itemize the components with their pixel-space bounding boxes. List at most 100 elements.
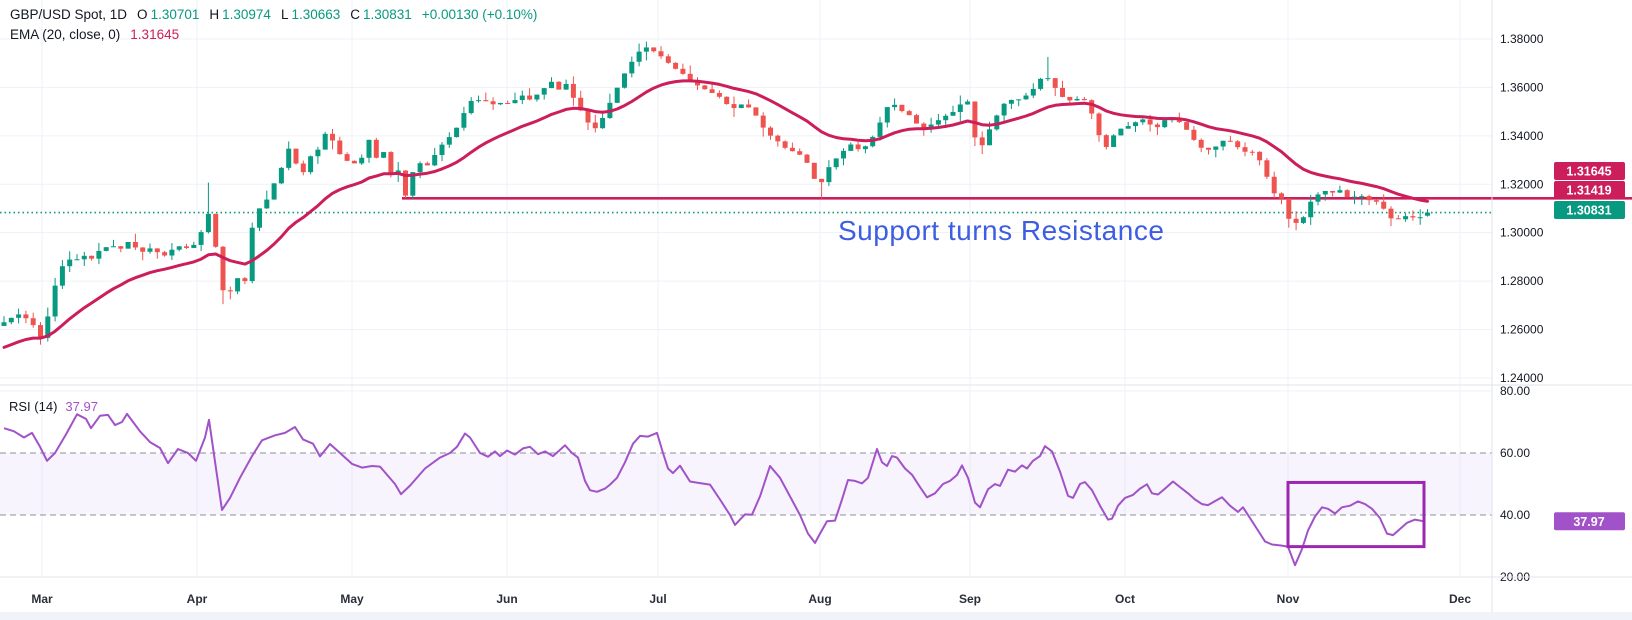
candle-body <box>1191 129 1197 140</box>
candle-body <box>111 246 116 248</box>
candle-body <box>1118 128 1124 136</box>
price-badge-1.30831: 1.30831 <box>1554 201 1625 219</box>
candle-body <box>198 232 204 245</box>
candle-body <box>914 115 919 124</box>
candle-body <box>512 100 518 104</box>
candle-body <box>1322 190 1328 195</box>
close-label: C <box>350 7 361 22</box>
month-label: Mar <box>31 592 53 606</box>
candle-body <box>278 167 284 184</box>
candle-body <box>1162 120 1168 128</box>
month-label: May <box>340 592 364 606</box>
price-tick-label: 1.36000 <box>1500 80 1544 94</box>
candle-body <box>220 246 226 291</box>
candle-body <box>446 137 452 145</box>
candle-body <box>987 129 992 146</box>
candle-body <box>30 318 36 326</box>
candle-body <box>1052 78 1058 88</box>
candle-body <box>410 172 416 196</box>
candle-body <box>8 317 14 323</box>
candle-body <box>454 127 460 138</box>
candle-body <box>804 154 810 163</box>
highlight-rectangle[interactable] <box>1286 480 1426 549</box>
candle-body <box>1242 147 1248 152</box>
candle-body <box>132 241 138 248</box>
candle-body <box>16 314 22 318</box>
candle-body <box>125 241 131 249</box>
month-label: Jul <box>649 592 666 606</box>
rsi-legend[interactable]: RSI (14) 37.97 <box>9 399 98 414</box>
candle-body <box>59 266 65 286</box>
open-label: O <box>137 7 148 22</box>
candle-body <box>1403 216 1409 220</box>
candle-body <box>23 314 29 319</box>
rsi-value: 37.97 <box>65 399 98 414</box>
candle-body <box>308 156 314 173</box>
candle-body <box>147 248 153 252</box>
candle-body <box>972 101 978 138</box>
month-label: Jun <box>496 592 517 606</box>
candle-body <box>906 111 912 116</box>
candle-body <box>592 122 598 129</box>
candle-body <box>271 183 277 200</box>
candle-body <box>1293 218 1299 223</box>
candle-body <box>1198 139 1204 148</box>
candle-body <box>359 157 365 164</box>
candle-body <box>249 227 255 282</box>
candle-body <box>351 160 357 164</box>
candle-body <box>1279 193 1284 199</box>
candle-body <box>797 151 803 155</box>
candle-body <box>1103 135 1109 147</box>
candle-body <box>1096 113 1102 136</box>
price-badge-1.30831-bg <box>1554 201 1625 219</box>
gridlines <box>0 0 1492 577</box>
candle-body <box>1235 141 1241 148</box>
candle-body <box>497 102 503 105</box>
candle-body <box>424 163 430 166</box>
candle-body <box>1081 98 1087 101</box>
candle-body <box>746 104 752 108</box>
candle-body <box>600 117 606 129</box>
month-label: Apr <box>187 592 208 606</box>
candle-body <box>1410 216 1416 218</box>
price-badge-1.31645-bg <box>1554 162 1625 180</box>
candle-body <box>140 247 146 252</box>
candle-body <box>293 148 299 164</box>
candle-body <box>1008 99 1014 104</box>
price-badge-1.31419-text: 1.31419 <box>1566 184 1611 198</box>
month-label: Dec <box>1449 592 1471 606</box>
candle-body <box>169 249 175 256</box>
ema-value: 1.31645 <box>130 27 180 42</box>
candle-body <box>1315 194 1321 202</box>
candle-body <box>541 88 547 95</box>
candle-body <box>826 167 832 183</box>
ema-legend[interactable]: EMA (20, close, 0) 1.31645 <box>10 27 179 42</box>
symbol-title[interactable]: GBP/USD Spot, 1D <box>10 7 128 22</box>
ema-label: EMA (20, close, 0) <box>10 27 121 42</box>
rsi-label: RSI (14) <box>9 399 58 414</box>
symbol-legend[interactable]: GBP/USD Spot, 1D O 1.30701 H 1.30974 L 1.30663… <box>10 7 537 22</box>
candle-body <box>476 100 481 102</box>
candle-body <box>702 85 708 90</box>
candle-body <box>782 141 788 148</box>
rsi-tick-label: 80.00 <box>1500 384 1530 398</box>
candle-body <box>322 133 328 150</box>
candle-body <box>154 248 160 253</box>
candle-body <box>381 152 387 158</box>
candle-body <box>1140 119 1146 123</box>
candle-body <box>563 83 569 90</box>
candle-body <box>680 68 686 74</box>
candle-body <box>483 100 489 102</box>
price-axis[interactable]: 1.38000 1.36000 1.34000 1.32000 1.30000 1.280… <box>1500 32 1544 584</box>
candle-body <box>1213 146 1219 150</box>
candle-body <box>1257 151 1263 161</box>
candle-body <box>103 247 109 251</box>
candle-body <box>191 244 197 248</box>
candle-body <box>388 152 394 174</box>
candle-body <box>74 259 80 261</box>
candle-body <box>819 178 825 183</box>
candle-body <box>81 255 87 260</box>
time-axis[interactable]: Mar Apr May Jun Jul Aug Sep Oct Nov Dec <box>31 592 1471 606</box>
candle-body <box>673 62 679 69</box>
